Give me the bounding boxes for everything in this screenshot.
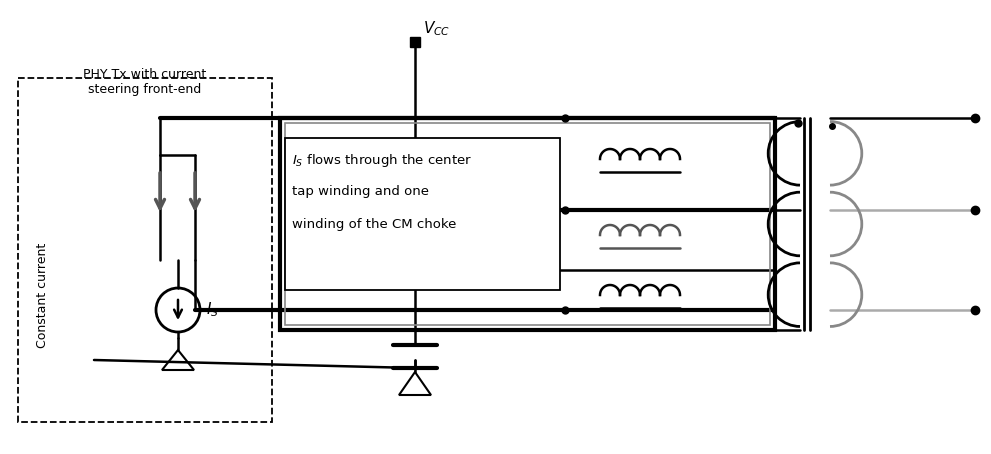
Text: PHY Tx with current
steering front-end: PHY Tx with current steering front-end <box>83 68 207 96</box>
Text: tap winding and one: tap winding and one <box>292 185 429 198</box>
Text: $I_S$: $I_S$ <box>206 301 219 319</box>
Text: $V_{CC}$: $V_{CC}$ <box>423 20 450 38</box>
Polygon shape <box>285 138 560 290</box>
Text: Constant current: Constant current <box>37 242 50 348</box>
Text: $I_S$ flows through the center: $I_S$ flows through the center <box>292 152 472 169</box>
Text: winding of the CM choke: winding of the CM choke <box>292 218 457 231</box>
